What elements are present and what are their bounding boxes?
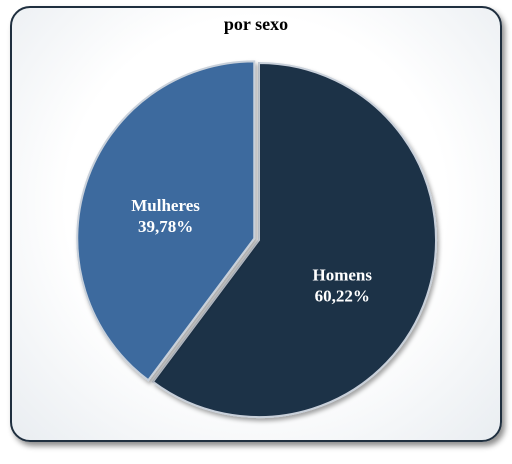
slice-category-label: Mulheres xyxy=(131,196,200,215)
slice-value-label: 60,22% xyxy=(315,286,370,305)
slice-category-label: Homens xyxy=(312,265,372,284)
slice-value-label: 39,78% xyxy=(138,217,193,236)
